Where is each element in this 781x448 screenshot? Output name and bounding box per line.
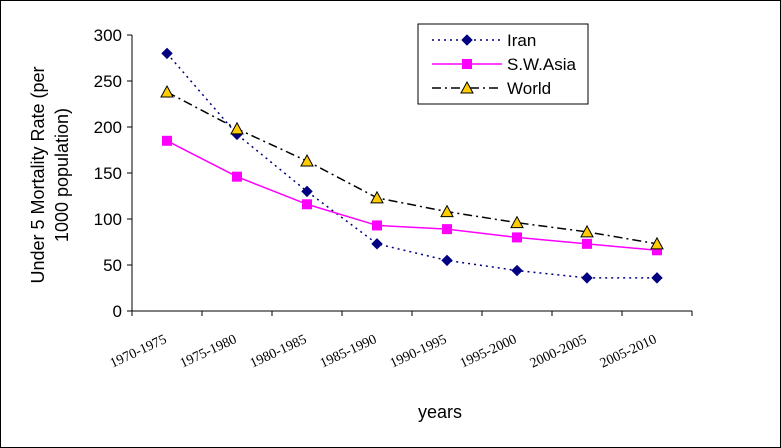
- x-tick-label: 2005-2010: [598, 332, 659, 371]
- y-axis-label-line2: 1000 population): [52, 108, 72, 242]
- legend-marker: [462, 59, 472, 69]
- data-point: [371, 238, 383, 250]
- data-point: [651, 272, 663, 284]
- legend-label: S.W.Asia: [507, 55, 577, 74]
- data-point: [161, 47, 173, 60]
- x-axis-label: years: [418, 402, 462, 422]
- series-line: [166, 91, 658, 245]
- legend-marker: [461, 34, 473, 46]
- legend-label: World: [507, 79, 551, 98]
- y-tick-label: 300: [94, 26, 122, 45]
- legend-item: World: [432, 79, 551, 98]
- legend-label: Iran: [507, 31, 536, 50]
- data-point: [160, 84, 174, 98]
- y-tick-label: 50: [103, 256, 122, 275]
- data-point: [442, 224, 452, 235]
- legend-item: Iran: [432, 31, 536, 50]
- data-point: [302, 199, 312, 210]
- series-line: [166, 52, 657, 279]
- x-tick-label: 1980-1985: [248, 332, 309, 371]
- legend-marker: [460, 80, 474, 94]
- series-layer: [160, 47, 664, 284]
- data-point: [511, 264, 523, 277]
- data-point: [512, 232, 522, 243]
- y-tick-label: 0: [113, 302, 122, 321]
- x-tick-label: 2000-2005: [528, 332, 589, 371]
- y-tick-label: 100: [94, 210, 122, 229]
- x-tick-label: 1995-2000: [458, 332, 519, 371]
- data-point: [370, 190, 384, 204]
- series-s-w-asia: [162, 135, 662, 256]
- y-axis-label: Under 5 Mortality Rate (per 1000 populat…: [28, 66, 72, 283]
- data-point: [650, 236, 664, 250]
- data-point: [581, 272, 593, 284]
- data-point: [301, 185, 313, 198]
- data-point: [162, 135, 172, 146]
- axes: 0 50 100 150 200 250 300 1970-1975 1975-1980 1980…: [94, 26, 693, 371]
- data-point: [230, 121, 244, 135]
- series-world: [160, 84, 664, 250]
- y-tick-label: 250: [94, 72, 122, 91]
- y-axis-label-line1: Under 5 Mortality Rate (per: [28, 66, 48, 283]
- data-point: [582, 238, 592, 249]
- y-tick-label: 150: [94, 164, 122, 183]
- legend-item: S.W.Asia: [432, 55, 577, 74]
- data-point: [440, 204, 454, 218]
- x-tick-label: 1970-1975: [108, 332, 169, 371]
- data-point: [372, 220, 382, 231]
- data-point: [232, 171, 242, 182]
- y-tick-label: 200: [94, 118, 122, 137]
- data-point: [580, 224, 594, 238]
- x-tick-label: 1985-1990: [318, 332, 379, 371]
- data-point: [441, 254, 453, 267]
- data-point: [300, 153, 314, 167]
- legend: Iran S.W.Asia World: [417, 23, 589, 105]
- data-point: [510, 215, 524, 229]
- x-tick-label: 1975-1980: [178, 332, 239, 371]
- series-line: [166, 140, 658, 252]
- x-tick-label: 1990-1995: [388, 332, 449, 371]
